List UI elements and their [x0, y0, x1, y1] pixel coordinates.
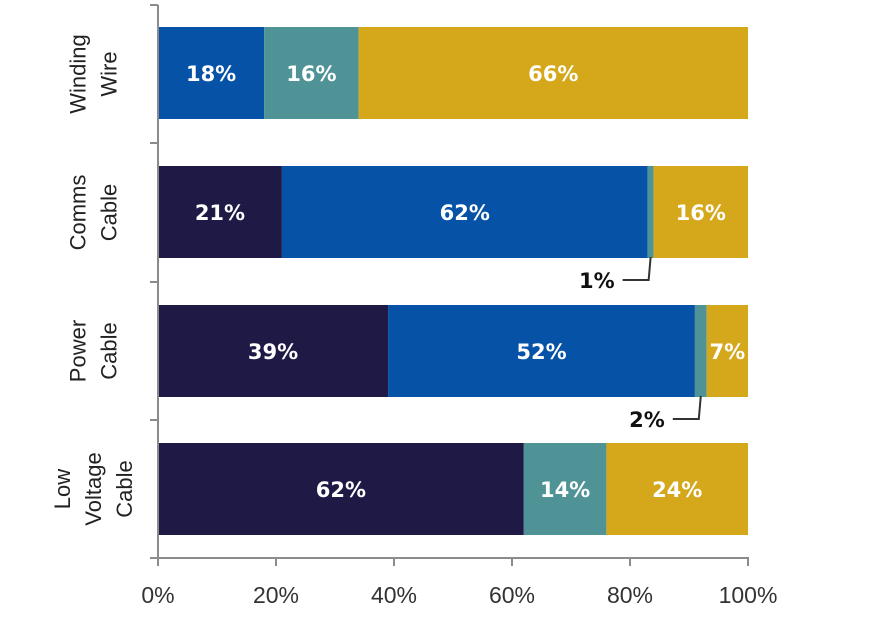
bar-segment-3-1: [158, 305, 389, 397]
category-label-4-line-3: Cable: [112, 460, 137, 517]
category-label-2-line-1: Comms: [65, 175, 90, 251]
data-labels: 18% 16% 66% 21% 62% 1% 16% 39% 52% 2% 7% 62% 14% 24%: [186, 62, 745, 502]
segment-label-3-2: 52%: [516, 340, 566, 364]
category-label-1-line-1: Winding: [65, 34, 90, 113]
callout-leader-2: [622, 256, 652, 281]
segment-label-2-1: 21%: [195, 201, 245, 225]
x-tick-label-4: 80%: [607, 582, 653, 608]
bar-segment-2-3: [647, 166, 654, 258]
callout-label-2: 1%: [579, 269, 615, 293]
segment-label-2-4: 16%: [676, 201, 726, 225]
category-label-3-line-2: Cable: [96, 322, 121, 379]
bar-segments: [158, 27, 748, 535]
segment-label-3-1: 39%: [248, 340, 298, 364]
segment-label-4-3: 14%: [540, 478, 590, 502]
x-tick-label-2: 40%: [371, 582, 417, 608]
segment-label-3-4: 7%: [710, 340, 746, 364]
category-label-1-line-2: Wire: [96, 51, 121, 96]
callout-label-3: 2%: [629, 408, 665, 432]
segment-label-4-1: 62%: [316, 478, 366, 502]
segment-label-1-4: 66%: [528, 62, 578, 86]
bar-segment-3-4: [706, 305, 748, 397]
bar-segment-2-1: [158, 166, 282, 258]
x-tick-label-1: 20%: [253, 582, 299, 608]
bar-segment-1-3: [264, 27, 359, 119]
category-label-4-line-2: Voltage: [81, 452, 106, 525]
bar-segment-2-4: [653, 166, 748, 258]
bar-segment-2-2: [281, 166, 648, 258]
bar-segment-4-3: [523, 443, 607, 535]
x-tick-label-5: 100%: [719, 582, 778, 608]
segment-label-1-2: 18%: [186, 62, 236, 86]
bar-segment-4-4: [606, 443, 748, 535]
category-label-3-line-1: Power: [65, 320, 90, 382]
x-tick-label-3: 60%: [489, 582, 535, 608]
bar-segment-3-2: [388, 305, 695, 397]
category-label-2-line-2: Cable: [96, 184, 121, 241]
category-label-4-line-1: Low: [50, 469, 75, 509]
segment-label-1-3: 16%: [286, 62, 336, 86]
x-tick-label-0: 0%: [141, 582, 174, 608]
segment-label-2-2: 62%: [440, 201, 490, 225]
bar-segment-3-3: [694, 305, 707, 397]
callout-leader-3: [672, 395, 702, 420]
segment-label-4-4: 24%: [652, 478, 702, 502]
bar-segment-1-4: [358, 27, 748, 119]
bar-segment-1-2: [158, 27, 265, 119]
bar-segment-4-1: [158, 443, 524, 535]
